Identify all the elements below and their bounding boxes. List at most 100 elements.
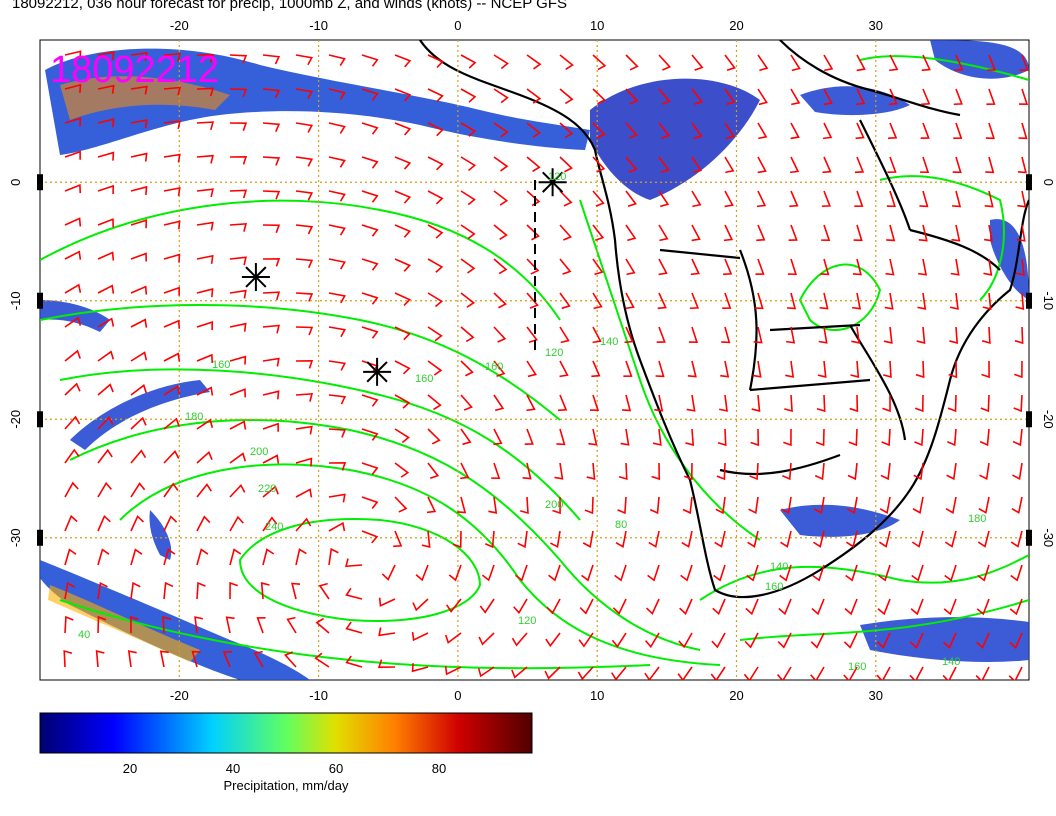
wind-barb bbox=[559, 54, 574, 70]
wind-barb bbox=[493, 190, 509, 206]
wind-barb bbox=[444, 666, 462, 676]
wind-barb bbox=[818, 326, 828, 344]
wind-barb bbox=[196, 254, 214, 264]
wind-barb bbox=[559, 190, 573, 207]
wind-barb bbox=[295, 548, 307, 566]
wind-barb bbox=[744, 632, 759, 649]
wind-barb bbox=[484, 530, 495, 549]
wind-barb bbox=[591, 360, 601, 378]
wind-barb bbox=[942, 666, 957, 680]
y-tick-mark bbox=[1026, 174, 1032, 191]
wind-barb bbox=[647, 564, 660, 582]
wind-barb bbox=[651, 462, 661, 481]
wind-barb bbox=[493, 292, 507, 309]
wind-barb bbox=[715, 496, 726, 515]
wind-barb bbox=[262, 357, 280, 367]
wind-barb bbox=[162, 615, 172, 634]
wind-barb bbox=[163, 450, 180, 464]
wind-barb bbox=[920, 122, 930, 140]
wind-barb bbox=[427, 224, 444, 239]
wind-barb bbox=[229, 355, 247, 365]
wind-barb bbox=[983, 224, 994, 242]
wind-barb bbox=[559, 122, 574, 139]
wind-barb bbox=[361, 292, 379, 305]
wind-barb bbox=[427, 394, 442, 411]
wind-barb bbox=[617, 496, 627, 515]
wind-barb bbox=[427, 462, 440, 479]
wind-barb bbox=[130, 52, 148, 61]
wind-barb bbox=[522, 462, 532, 480]
wind-barb bbox=[886, 224, 896, 242]
wind-barb bbox=[682, 496, 693, 515]
wind-barb bbox=[163, 53, 182, 62]
wind-barb bbox=[394, 122, 412, 136]
wind-barb bbox=[361, 428, 379, 441]
wind-barb bbox=[163, 120, 181, 130]
wind-barb bbox=[64, 548, 77, 566]
wind-barb bbox=[328, 292, 346, 304]
wind-barb bbox=[944, 530, 957, 548]
wind-barb bbox=[460, 462, 470, 480]
wind-barb bbox=[460, 54, 477, 69]
wind-barb bbox=[262, 190, 281, 200]
wind-barb bbox=[163, 220, 181, 230]
wind-barb bbox=[876, 632, 891, 649]
wind-barb bbox=[427, 360, 443, 376]
wind-barb bbox=[782, 462, 792, 481]
wind-barb bbox=[644, 666, 660, 680]
wind-barb bbox=[394, 496, 408, 513]
wind-barb bbox=[229, 452, 247, 464]
wind-barb bbox=[655, 360, 665, 378]
y-tick-mark bbox=[37, 174, 43, 191]
wind-barb bbox=[1010, 530, 1023, 548]
wind-barb bbox=[127, 650, 137, 668]
wind-barb bbox=[361, 326, 379, 339]
wind-barb bbox=[815, 428, 825, 447]
wind-barb bbox=[751, 394, 761, 412]
wind-barb bbox=[615, 530, 627, 548]
wind-barb bbox=[491, 462, 501, 479]
wind-barb bbox=[843, 632, 858, 649]
wind-barb bbox=[691, 224, 701, 242]
wind-barb bbox=[554, 462, 564, 480]
wind-barb bbox=[283, 651, 297, 668]
wind-barb bbox=[295, 425, 313, 435]
wind-barb bbox=[460, 428, 472, 446]
y-tick-mark bbox=[1026, 411, 1032, 428]
wind-barb bbox=[130, 285, 148, 295]
wind-barb bbox=[97, 284, 115, 294]
wind-barb bbox=[881, 428, 891, 447]
wind-barb bbox=[394, 462, 410, 478]
wind-barb bbox=[328, 521, 346, 532]
wind-barb bbox=[526, 156, 541, 173]
wind-barb bbox=[262, 156, 281, 166]
wind-barb bbox=[295, 122, 314, 133]
wind-barb bbox=[844, 598, 858, 616]
wind-barb bbox=[345, 558, 363, 568]
wind-barb bbox=[981, 360, 990, 379]
wind-barb bbox=[1016, 224, 1026, 242]
wind-barb bbox=[295, 156, 314, 167]
wind-barb bbox=[361, 394, 379, 407]
wind-barb bbox=[196, 221, 214, 231]
y-tick-label-left: 0 bbox=[8, 179, 23, 186]
wind-barb bbox=[914, 394, 924, 413]
wind-barb bbox=[622, 394, 632, 412]
wind-barb bbox=[1017, 156, 1027, 174]
wind-barb bbox=[586, 462, 596, 480]
wind-barb bbox=[1012, 428, 1023, 447]
contour-label: 40 bbox=[78, 629, 90, 641]
wind-barb bbox=[658, 88, 671, 105]
wind-barb bbox=[977, 564, 990, 582]
wind-barb bbox=[97, 514, 111, 532]
wind-barb bbox=[776, 666, 792, 680]
wind-barb bbox=[681, 530, 693, 548]
wind-barb bbox=[756, 224, 766, 242]
contour-label: 140 bbox=[600, 336, 618, 348]
wind-barb bbox=[909, 632, 924, 649]
wind-barb bbox=[588, 428, 598, 446]
wind-barb bbox=[130, 515, 144, 532]
wind-barb bbox=[1019, 54, 1029, 72]
wind-barb bbox=[361, 190, 379, 203]
wind-barb bbox=[97, 51, 115, 61]
